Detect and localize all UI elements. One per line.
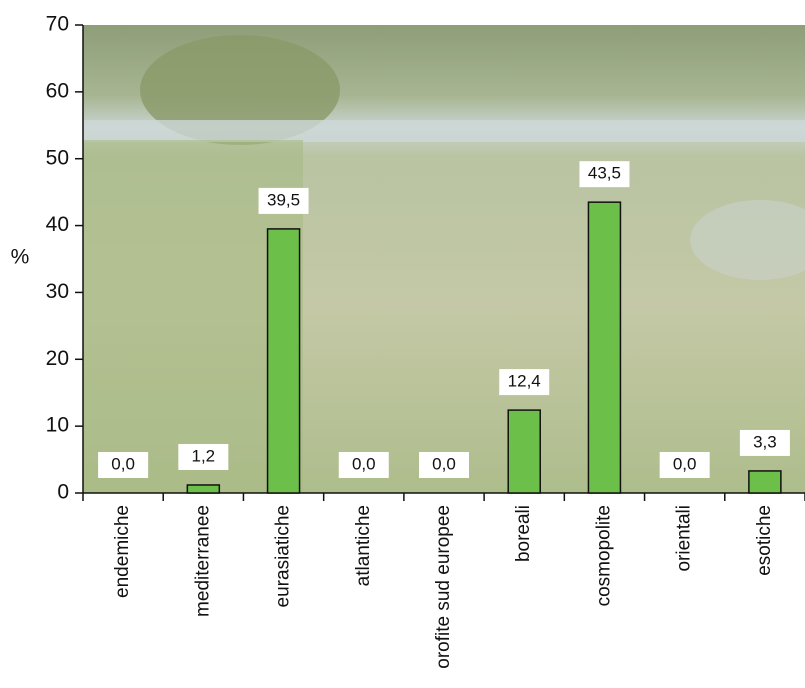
y-tick-label: 40 <box>46 213 69 236</box>
bar <box>748 470 782 494</box>
x-tick-label: mediterranee <box>192 505 213 617</box>
value-label: 12,4 <box>508 372 541 391</box>
x-tick-label: cosmopolite <box>593 505 614 606</box>
value-label: 0,0 <box>673 454 697 473</box>
y-tick-label: 60 <box>46 79 69 102</box>
y-tick-label: 0 <box>57 481 69 504</box>
value-label-box <box>178 443 229 470</box>
y-tick-label: 10 <box>46 414 69 437</box>
value-label: 1,2 <box>192 446 216 465</box>
background-photo <box>83 25 805 493</box>
value-label: 3,3 <box>753 432 777 451</box>
bar <box>186 484 221 494</box>
value-label: 43,5 <box>588 164 621 183</box>
bar <box>507 409 541 494</box>
value-label: 0,0 <box>352 454 376 473</box>
x-tick-label: atlantiche <box>353 505 374 586</box>
value-label: 0,0 <box>432 454 456 473</box>
value-label-box <box>579 161 630 188</box>
y-tick-label: 50 <box>46 146 69 169</box>
value-label-box <box>659 452 710 478</box>
y-tick-label: 20 <box>46 347 69 370</box>
value-label-box <box>98 452 149 478</box>
y-tick-label: 70 <box>46 13 69 36</box>
x-tick-label: orofite sud europee <box>433 505 454 669</box>
x-tick-label: orientali <box>674 505 695 572</box>
value-label-box <box>338 452 389 478</box>
y-tick-label: 30 <box>46 280 69 303</box>
x-tick-label: esotiche <box>754 505 775 576</box>
y-axis-label: % <box>11 246 30 269</box>
x-tick-label: endemiche <box>112 505 133 598</box>
x-tick-label: eurasiatiche <box>273 505 294 607</box>
bar <box>587 201 622 494</box>
value-label-box <box>499 369 550 396</box>
value-label: 39,5 <box>267 190 300 209</box>
value-label-box <box>258 187 309 214</box>
value-label-box <box>419 452 469 478</box>
bar <box>266 228 301 494</box>
value-label: 0,0 <box>111 454 135 473</box>
x-tick-label: boreali <box>513 505 534 562</box>
value-label-box <box>739 429 790 456</box>
